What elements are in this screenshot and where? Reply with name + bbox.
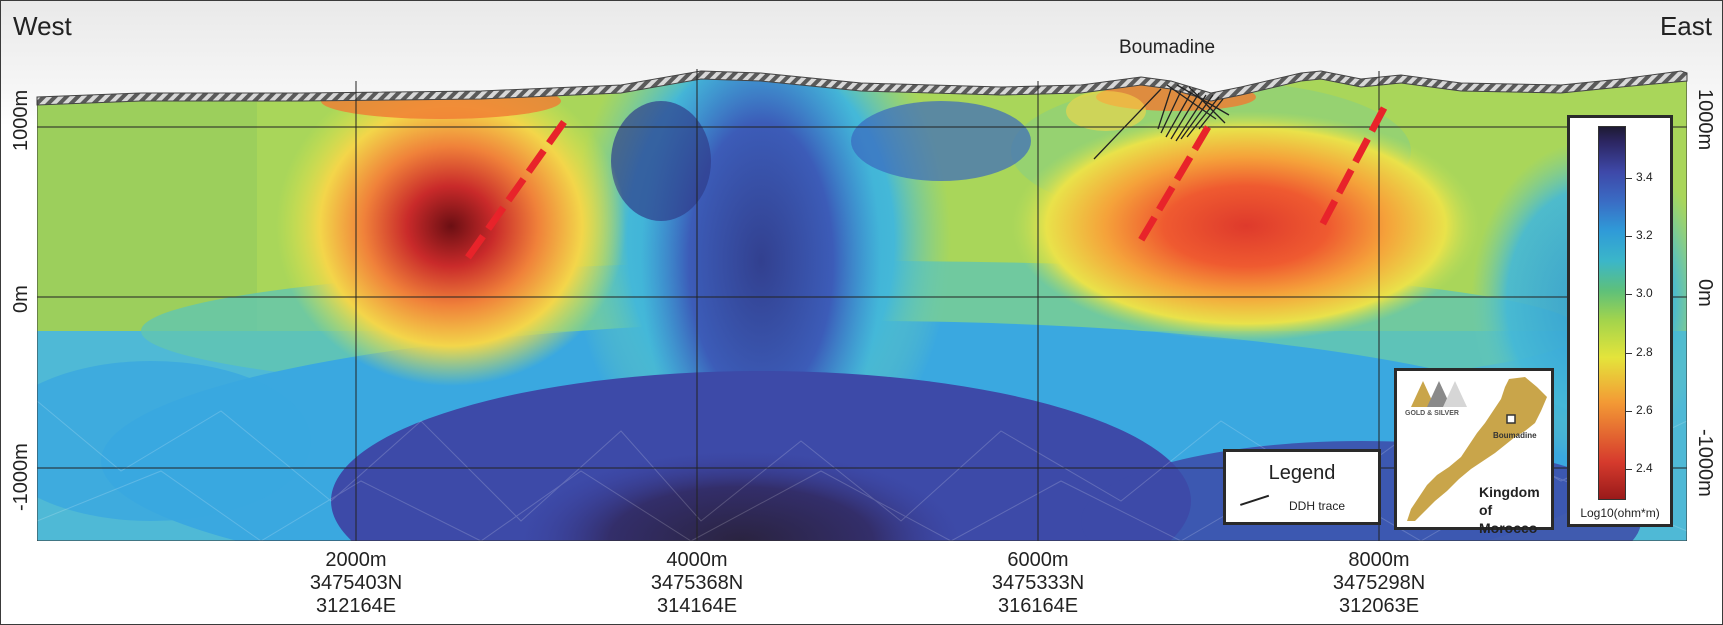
elevation-label-right: 1000m [1694, 89, 1716, 151]
legend: Legend DDH trace [1223, 449, 1381, 525]
colorbar-label: Log10(ohm*m) [1580, 506, 1660, 520]
elevation-label-left: 1000m [10, 89, 32, 151]
country-line: of Morocco [1479, 502, 1538, 536]
easting-value: 312063E [1338, 595, 1420, 617]
northing-value: 3475333N [991, 572, 1085, 594]
morocco-map-icon [1407, 377, 1547, 521]
colorbar-tick [1626, 411, 1632, 412]
elevation-label-left: -1000m [10, 443, 32, 511]
distance-label: 4000m 3475368N 314164E [617, 549, 777, 618]
colorbar-tick-label: 2.6 [1636, 403, 1653, 417]
location-map: GOLD & SILVER Boumadine Kingdom of Moroc… [1394, 368, 1554, 536]
legend-item-label: DDH trace [1289, 499, 1346, 513]
colorbar-tick [1626, 294, 1632, 295]
colorbar-tick [1626, 236, 1632, 237]
colorbar-tick-label: 2.4 [1636, 461, 1653, 475]
distance-label: 2000m 3475403N 312164E [276, 549, 436, 618]
elevation-label-right: -1000m [1694, 429, 1716, 497]
distance-label: 8000m 3475298N 312063E [1299, 549, 1459, 618]
northing-value: 3475403N [309, 572, 403, 594]
elevation-label-left: 0m [10, 285, 32, 313]
easting-value: 316164E [997, 595, 1079, 617]
colorbar-gradient [1598, 126, 1626, 500]
easting-value: 312164E [315, 595, 397, 617]
location-label: Boumadine [1493, 431, 1537, 440]
west-label: West [13, 11, 72, 41]
colorbar-tick [1626, 469, 1632, 470]
northing-value: 3475298N [1332, 572, 1426, 594]
colorbar-tick [1626, 353, 1632, 354]
distance-value: 2000m [325, 549, 387, 571]
colorbar-tick-label: 3.4 [1636, 170, 1653, 184]
colorbar-tick [1626, 178, 1632, 179]
elevation-label-right: 0m [1694, 279, 1716, 307]
country-line: Kingdom [1479, 484, 1540, 500]
logo-text: GOLD & SILVER [1405, 410, 1459, 417]
distance-value: 4000m [666, 549, 728, 571]
site-label: Boumadine [1119, 37, 1216, 58]
easting-value: 314164E [656, 595, 738, 617]
colorbar: 3.4 3.2 3.0 2.8 2.6 2.4 Log10(ohm*m) [1567, 115, 1673, 527]
colorbar-tick-label: 2.8 [1636, 345, 1653, 359]
northing-value: 3475368N [650, 572, 744, 594]
distance-value: 6000m [1007, 549, 1069, 571]
distance-value: 8000m [1348, 549, 1410, 571]
colorbar-tick-label: 3.0 [1636, 286, 1653, 300]
distance-label: 6000m 3475333N 316164E [958, 549, 1118, 618]
legend-title: Legend [1268, 462, 1336, 484]
colorbar-tick-label: 3.2 [1636, 228, 1653, 242]
ddh-trace-swatch [1240, 494, 1270, 506]
country-label: Kingdom of Morocco [1479, 483, 1551, 537]
east-label: East [1659, 11, 1712, 41]
company-logo [1411, 381, 1467, 407]
